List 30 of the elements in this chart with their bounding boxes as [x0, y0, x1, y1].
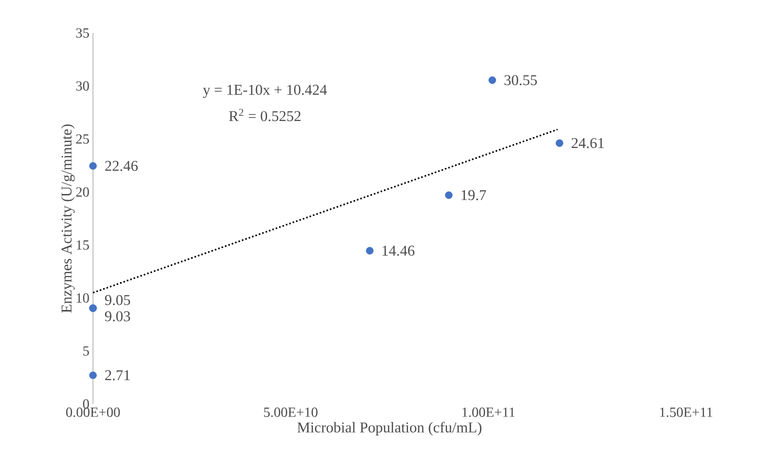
y-axis-title: Enzymes Activity (U/g/minute)	[61, 124, 75, 313]
x-tick-label: 5.00E+10	[264, 408, 318, 417]
y-tick-label: 15	[76, 240, 89, 250]
data-label: 24.61	[572, 138, 604, 148]
data-label: 19.7	[462, 190, 486, 200]
data-label: 14.46	[382, 246, 414, 256]
data-label: 22.46	[105, 160, 138, 171]
point	[89, 162, 97, 170]
point	[556, 139, 564, 147]
x-axis-title: Microbial Population (cfu/mL)	[297, 422, 482, 436]
data-label: 9.05	[105, 294, 130, 306]
point	[89, 371, 97, 380]
point	[445, 191, 453, 199]
y-tick-label: 10	[76, 293, 89, 303]
y-tick-label: 25	[76, 134, 89, 144]
data-label: 30.55	[504, 75, 537, 86]
x-tick-label: 1.00E+11	[462, 408, 515, 417]
y-tick-label: 20	[76, 187, 89, 197]
y-tick-label: 30	[76, 81, 89, 91]
data-label: 9.03	[105, 311, 130, 322]
x-tick-label: 0.00E+00	[66, 408, 120, 417]
annotation: R$^{2}$ = 0.5252	[229, 108, 300, 122]
point	[488, 76, 496, 84]
data-label: 2.71	[105, 370, 130, 380]
y-tick-label: 5	[83, 346, 89, 356]
y-tick-label: 35	[76, 28, 89, 38]
x-tick-label: 1.50E+11	[660, 408, 712, 417]
annotation: y = 1E-10x + 10.424	[202, 84, 327, 98]
point	[366, 246, 374, 255]
y-tick-label: 0	[83, 399, 89, 409]
